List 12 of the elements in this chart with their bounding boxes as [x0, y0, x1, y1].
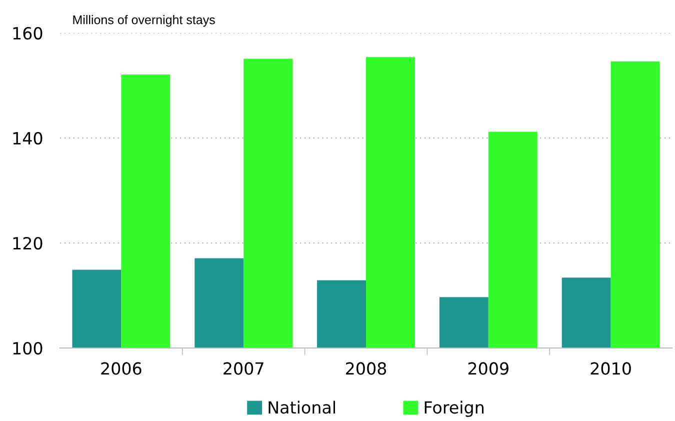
y-tick-label: 140 [13, 132, 42, 145]
legend-label: National [268, 400, 335, 414]
x-tick-label: 2008 [346, 362, 386, 375]
x-tick-label: 2006 [101, 362, 142, 375]
x-tick-label: 2010 [590, 362, 631, 375]
y-tick-label: 160 [13, 26, 42, 40]
x-tick-label: 2007 [224, 362, 264, 375]
x-tick-label: 2009 [468, 362, 508, 375]
y-axis-title: Millions of overnight stays [73, 15, 215, 27]
y-tick-label: 100 [13, 342, 42, 355]
y-tick-label: 120 [13, 236, 42, 250]
legend-label: Foreign [424, 400, 484, 417]
